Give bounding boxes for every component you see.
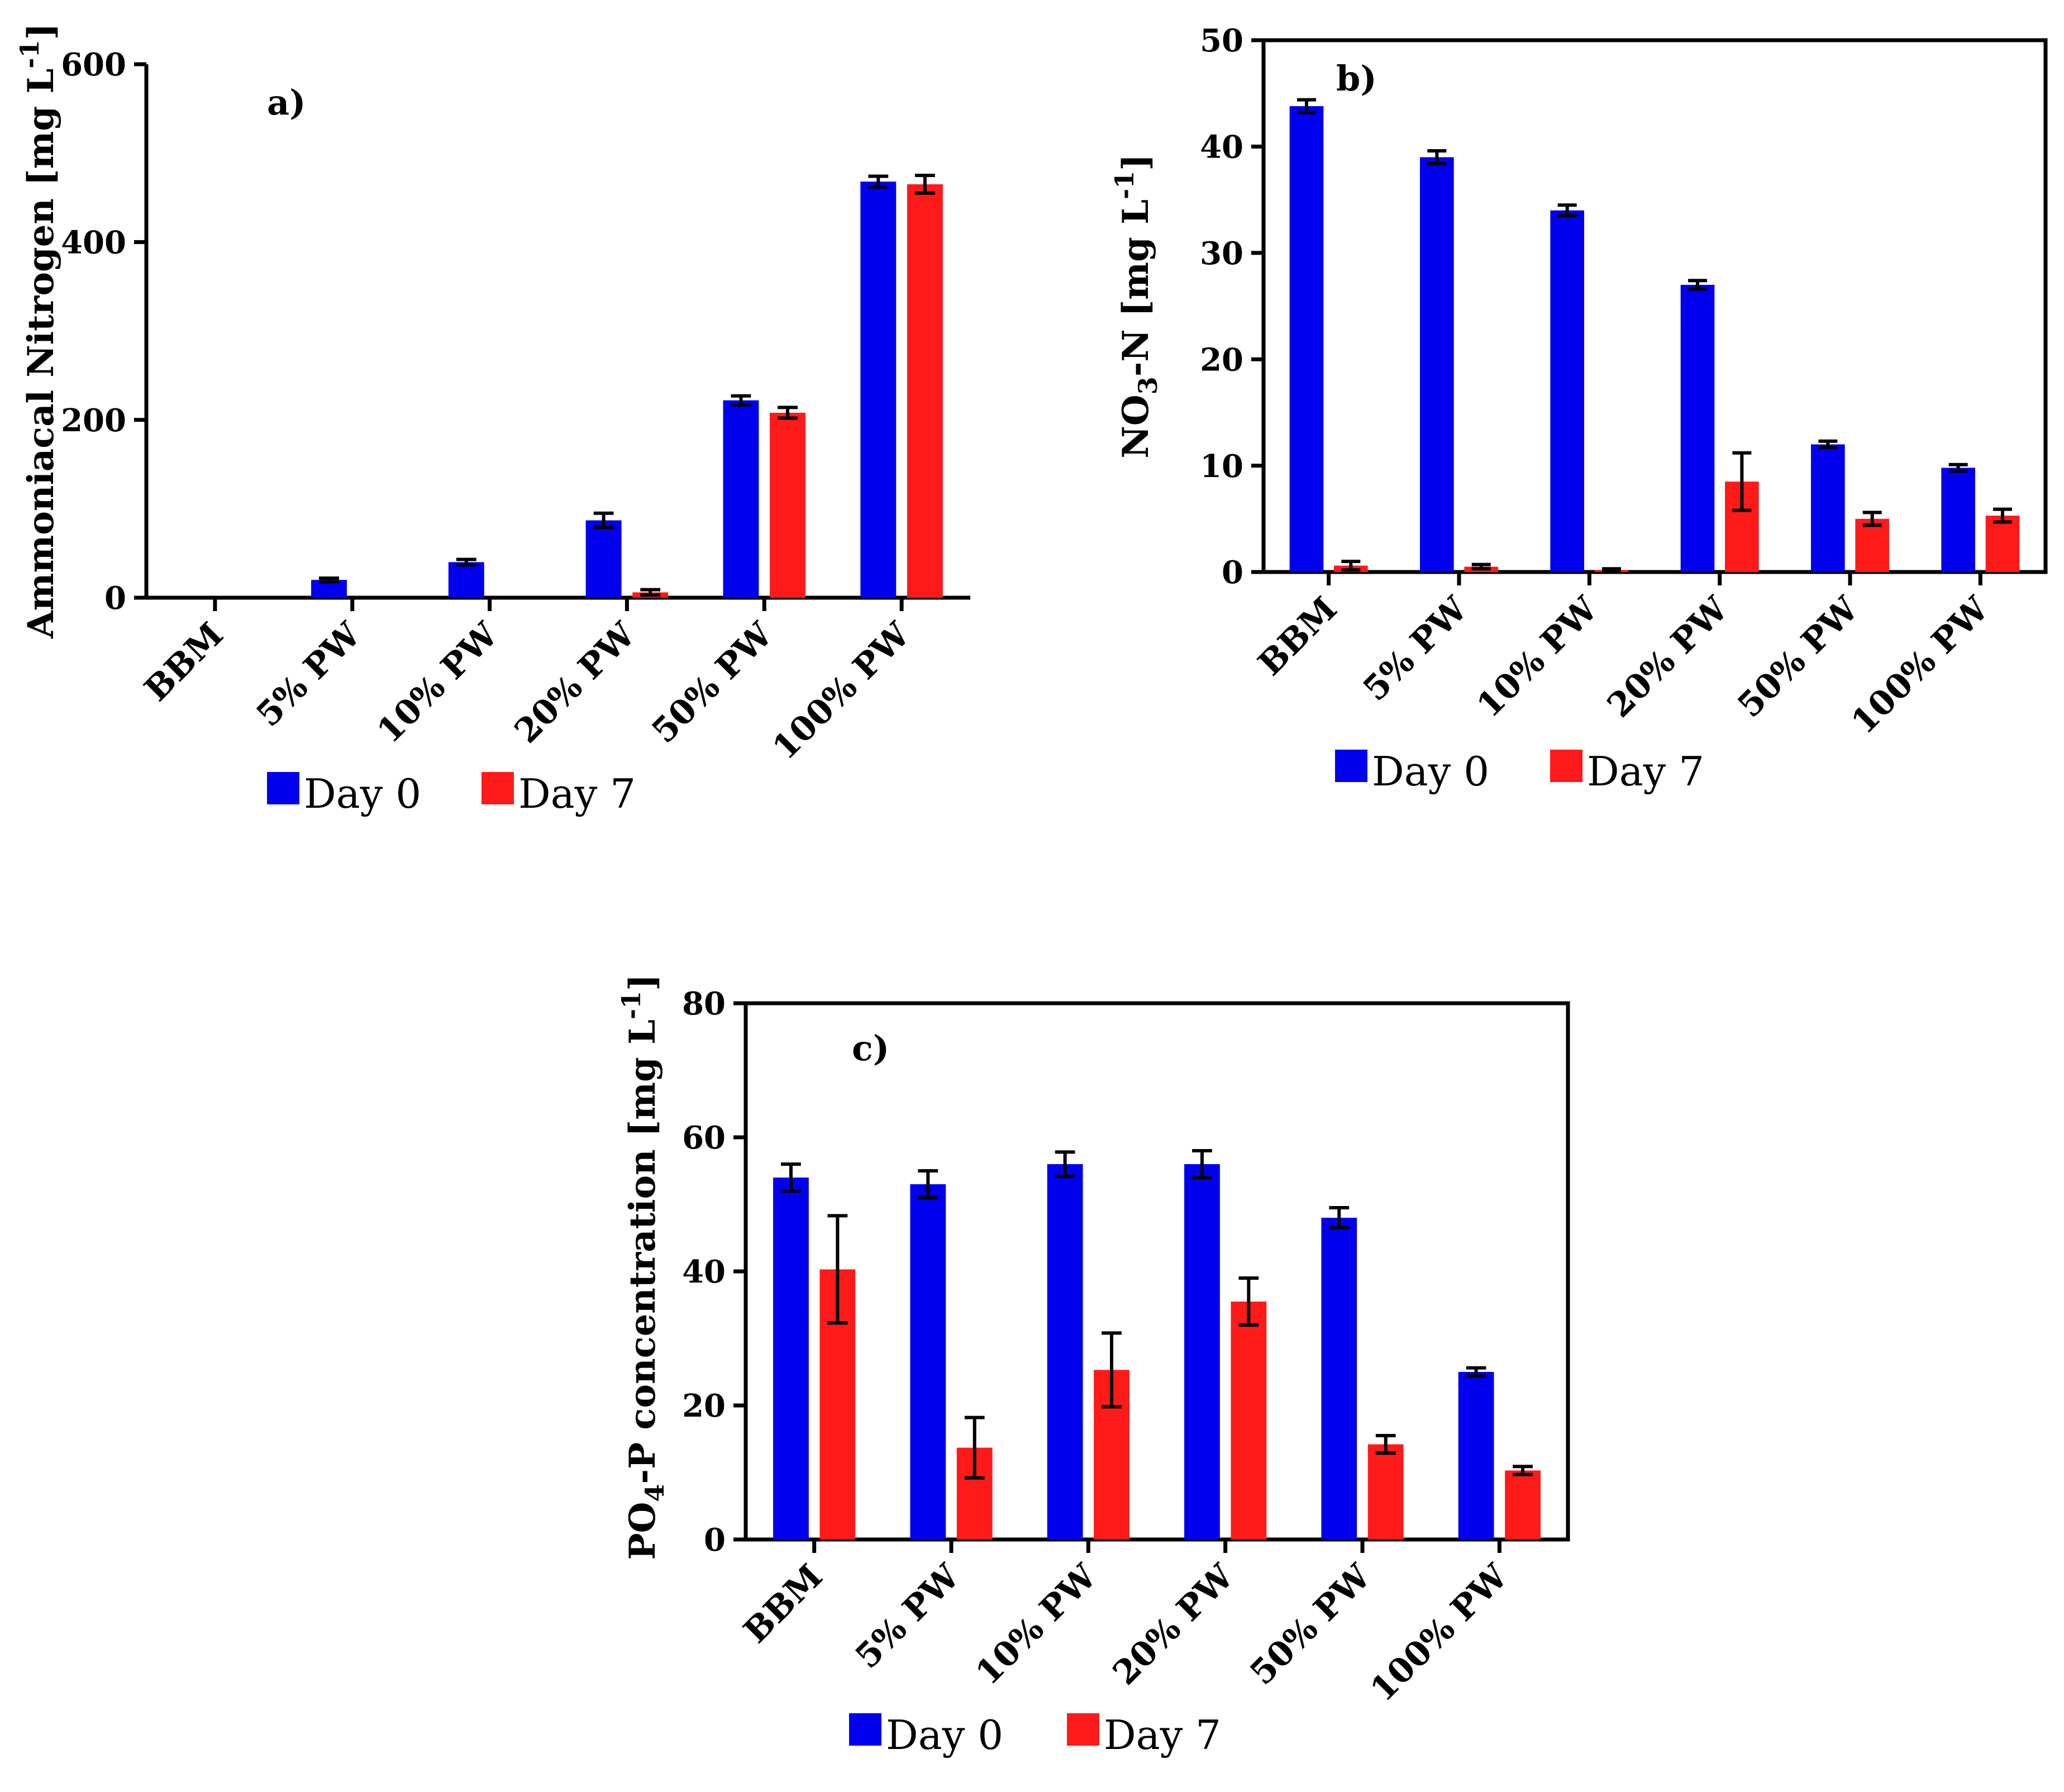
legend-label: Day 7 (1104, 1712, 1221, 1758)
bar-day0 (1289, 106, 1324, 573)
x-category-label: 100% PW (1363, 1556, 1516, 1709)
y-label-text: PO (622, 1502, 664, 1560)
y-label-subscript: 4 (640, 1484, 670, 1502)
y-label-subscript: 3 (1133, 376, 1163, 394)
y-tick-label: 400 (61, 224, 126, 261)
y-tick-label: 40 (682, 1254, 726, 1290)
x-category-label: BBM (1251, 589, 1345, 683)
legend-label: Day 7 (518, 770, 636, 817)
bar-day7 (1367, 1444, 1404, 1540)
bar-day7 (770, 412, 805, 598)
bar-day0 (1420, 157, 1454, 572)
y-tick-label: 50 (1200, 22, 1243, 59)
y-tick-label: 20 (1200, 341, 1243, 378)
x-category-label: 50% PW (645, 614, 781, 751)
bar-day0 (1047, 1164, 1083, 1540)
y-label-superscript: -1 (1109, 171, 1140, 199)
y-label-superscript: -1 (15, 40, 45, 68)
y-label-text: NO (1115, 394, 1157, 458)
x-category-label: 10% PW (969, 1556, 1105, 1693)
legend-swatch-day0 (1335, 750, 1367, 782)
legend: Day 0 Day 7 (267, 770, 636, 817)
bar-day0 (1458, 1372, 1494, 1540)
y-label-text: ] (20, 23, 62, 40)
legend-label: Day 0 (886, 1712, 1003, 1758)
plot-frame (1261, 38, 2048, 574)
legend-swatch-day7 (1067, 1713, 1099, 1746)
bar-day0 (448, 562, 484, 598)
y-tick-label: 80 (682, 985, 726, 1022)
y-tick-label: 200 (61, 402, 126, 439)
y-tick-label: 20 (682, 1388, 726, 1424)
bar-day0 (585, 520, 622, 598)
y-label-text: -N [mg L (1115, 199, 1157, 376)
x-category-label: 20% PW (1600, 589, 1736, 725)
y-tick-label: 0 (104, 580, 126, 617)
bar-day0 (1680, 284, 1715, 572)
y-tick-label: 600 (61, 46, 126, 83)
y-axis-label: NO3-N [mg L-1] (1109, 154, 1163, 458)
bar-day0 (1941, 468, 1975, 572)
legend-swatch-day0 (849, 1713, 881, 1746)
legend: Day 0 Day 7 (1335, 748, 1704, 795)
y-label-text: ] (1115, 154, 1157, 170)
bar-day7 (1985, 516, 2020, 572)
y-label-text: ] (622, 974, 664, 991)
bar-day0 (723, 400, 759, 598)
y-tick-label: 60 (682, 1119, 726, 1156)
panel-label: c) (852, 1028, 889, 1069)
y-tick-label: 0 (704, 1522, 726, 1559)
bar-day0 (1811, 444, 1845, 572)
panel-label: b) (1336, 58, 1377, 99)
legend-label: Day 7 (1587, 748, 1704, 795)
y-tick-label: 30 (1200, 235, 1243, 272)
x-category-label: 10% PW (1470, 589, 1606, 725)
chart-a-ammoniacal-nitrogen: 0 200 400 600 BBM 5% PW 10% PW 20% PW 50% PW100%… (15, 23, 970, 817)
y-label-superscript: -1 (616, 991, 646, 1019)
bar-day0 (910, 1184, 946, 1540)
panel-label: a) (267, 82, 306, 123)
bar-day7 (1231, 1302, 1267, 1540)
legend-swatch-day7 (482, 772, 514, 804)
x-category-label: 50% PW (1242, 1556, 1379, 1693)
x-category-label: BBM (137, 615, 231, 709)
x-category-label: BBM (736, 1557, 830, 1651)
x-category-label: 5% PW (848, 1556, 968, 1676)
x-category-label: 50% PW (1730, 589, 1866, 725)
bar-day0 (773, 1178, 809, 1540)
bar-day0 (1184, 1164, 1220, 1540)
bar-day0 (1321, 1218, 1357, 1540)
plot-frame (743, 1001, 1570, 1542)
bar-day7 (1855, 518, 1889, 572)
x-category-label: 5% PW (249, 614, 369, 735)
y-axis-label: PO4-P concentration [mg L-1] (616, 974, 670, 1560)
legend-label: Day 0 (1372, 748, 1489, 795)
legend-label: Day 0 (304, 770, 421, 817)
x-category-label: 100% PW (1844, 589, 1997, 742)
x-category-label: 5% PW (1356, 589, 1476, 709)
bar-day0 (860, 182, 897, 598)
x-category-label: 20% PW (1105, 1556, 1242, 1693)
y-axis-label: Ammoniacal Nitrogen [mg L-1] (15, 23, 62, 639)
bar-day0 (1550, 210, 1584, 572)
legend: Day 0 Day 7 (849, 1712, 1221, 1758)
y-label-text: Ammoniacal Nitrogen [mg L (20, 69, 62, 639)
legend-swatch-day7 (1550, 750, 1582, 782)
x-category-label: 10% PW (370, 614, 506, 751)
bar-day7 (1505, 1470, 1541, 1540)
x-category-label: 20% PW (507, 614, 643, 751)
chart-c-phosphate-phosphorus: 0 20 40 60 80 BBM 5% PW 10% PW 20% PW 50% PW100% … (616, 974, 1570, 1758)
legend-swatch-day0 (267, 772, 299, 804)
y-tick-label: 40 (1200, 129, 1243, 166)
y-label-text: -P concentration [mg L (622, 1019, 664, 1484)
x-category-label: 100% PW (765, 614, 918, 768)
bar-day7 (907, 184, 943, 598)
y-tick-label: 10 (1200, 448, 1243, 485)
y-tick-label: 0 (1222, 554, 1243, 591)
